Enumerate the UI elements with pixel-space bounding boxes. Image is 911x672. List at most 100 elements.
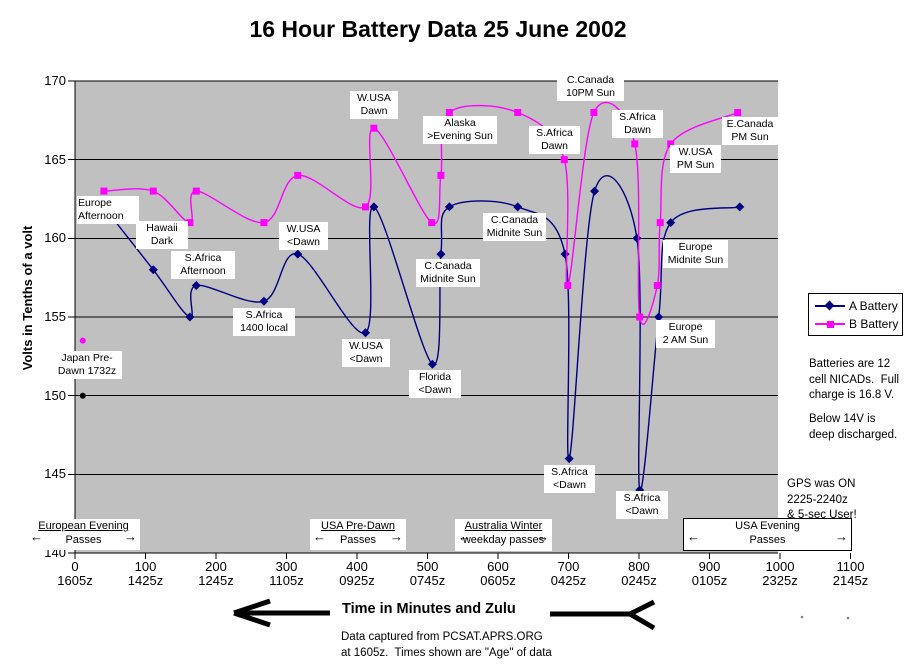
data-point-diamond [191,281,201,290]
annotation-wusa-before-dawn-2: W.USA <Dawn [342,339,390,367]
data-point-square [428,219,436,227]
pass-box-line: Australia Winter [464,520,543,532]
annotation-line: Midnite Sun [667,254,724,266]
data-point-square [656,219,664,227]
annotation-wusa-before-dawn-1: W.USA <Dawn [279,222,328,250]
data-point-square [362,203,369,211]
annotation-line: Florida [418,371,452,383]
x-tick-minutes: 400 [346,559,368,574]
x-tick-zulu: 1425z [127,573,164,588]
data-point-square [514,109,522,116]
annotation-line: Dawn [541,140,568,152]
b-battery-marker-icon [815,319,845,329]
usa-evening-passes: USA Evening Passes ← → [683,518,852,551]
annotation-safrica-dawn-2: S.Africa Dawn [612,110,663,138]
note-line: charge is 16.8 V. [809,389,895,401]
annotation-line: C.Canada [566,74,615,86]
x-tick-minutes: 1000 [765,559,795,574]
deep-discharge-note: Below 14V is deep discharged. [809,412,897,443]
x-tick-minutes: 1100 [836,559,865,574]
annotation-wusa-dawn: W.USA Dawn [350,91,398,119]
annotation-safrica-before-dawn-2: S.Africa <Dawn [616,491,668,519]
annotation-line: W.USA [357,92,391,104]
note-line: Batteries are 12 [809,358,891,370]
annotation-safrica-before-dawn-1: S.Africa <Dawn [544,465,595,493]
annotation-line: C.Canada [424,260,472,272]
right-arrow-icon: → [390,529,403,544]
pass-box-line: Passes [65,534,102,546]
data-point-square [560,156,568,164]
note-line: deep discharged. [809,428,898,441]
data-point-diamond [735,202,745,212]
time-direction-arrow [628,599,656,617]
pass-box-line: USA Evening [735,520,800,532]
data-point-diamond [436,249,446,259]
x-axis-title: Time in Minutes and Zulu [342,601,516,617]
x-tick-zulu: 2145z [832,573,869,588]
pass-box-line: Passes [339,534,377,546]
y-tick-label-145: 145 [44,466,66,482]
legend-label: A Battery [849,298,898,313]
time-direction-arrow [233,610,271,628]
annotation-line: 10PM Sun [565,87,616,99]
annotation-line: PM Sun [676,159,715,171]
annotation-line: Europe [678,241,713,253]
artifact-dot [800,615,804,619]
annotation-line: >Evening Sun [427,130,493,142]
isolated-point [79,337,86,344]
legend-entry-a-battery: A Battery [815,298,902,314]
x-tick-zulu: 1605z [57,573,93,588]
note-line: cell NICADs. Full [809,373,900,386]
x-tick-label-1000: 1000 2325z [745,560,815,588]
legend-entry-b-battery: B Battery [815,316,902,332]
gps-note: GPS was ON 2225-2240z & 5-sec User! [787,477,857,524]
annotation-line: W.USA [349,340,383,352]
annotation-ccanada-10pm-sun: C.Canada 10PM Sun [557,73,624,101]
x-tick-zulu: 1105z [269,573,304,588]
right-arrow-icon: → [536,529,549,544]
annotation-line: Dawn [360,105,388,117]
data-point-square [631,140,639,148]
time-direction-arrow [233,598,271,616]
data-point-square [653,282,661,289]
australia-winter-passes: Australia Winter weekday passes ← → [455,519,552,551]
x-tick-label-100: 100 1425z [111,560,181,588]
data-point-square [667,140,675,148]
right-arrow-icon: → [835,529,848,544]
x-tick-label-400: 400 0925z [322,560,392,588]
annotation-line: Midnite Sun [420,273,476,285]
x-tick-label-800: 800 0245z [604,560,674,588]
data-point-diamond [564,454,574,464]
x-tick-label-500: 500 0745z [393,560,463,588]
data-point-diamond [361,328,370,338]
pass-box-line: European Evening [38,520,129,532]
annotation-safrica-dawn-1: S.Africa Dawn [529,126,580,154]
data-point-square [445,109,453,116]
time-direction-arrow [628,611,656,631]
x-tick-label-700: 700 0425z [534,560,604,588]
annotation-line: S.Africa [623,492,661,504]
annotation-line: S.Africa [184,252,222,264]
annotation-line: <Dawn [287,236,320,248]
x-tick-minutes: 100 [134,559,157,574]
y-tick-label-155: 155 [44,309,66,324]
x-tick-zulu: 0425z [550,573,587,588]
x-tick-minutes: 900 [698,559,721,574]
annotation-europe-2am-sun: Europe 2 AM Sun [656,320,715,348]
y-tick-label-150: 150 [44,387,66,403]
annotation-line: PM Sun [731,131,769,143]
data-point-square [734,109,742,116]
annotation-line: Midnite Sun [486,227,543,239]
x-tick-minutes: 600 [487,559,509,574]
x-tick-label-900: 900 0105z [675,560,745,588]
annotation-line: C.Canada [490,214,539,226]
x-tick-minutes: 700 [557,559,580,574]
legend-label: B Battery [849,316,899,331]
annotation-line: Europe [668,321,703,333]
left-arrow-icon: ← [458,529,471,544]
data-point-diamond [590,186,600,196]
x-tick-zulu: 2325z [762,573,798,588]
data-point-square [294,171,302,179]
data-point-diamond [293,249,303,259]
